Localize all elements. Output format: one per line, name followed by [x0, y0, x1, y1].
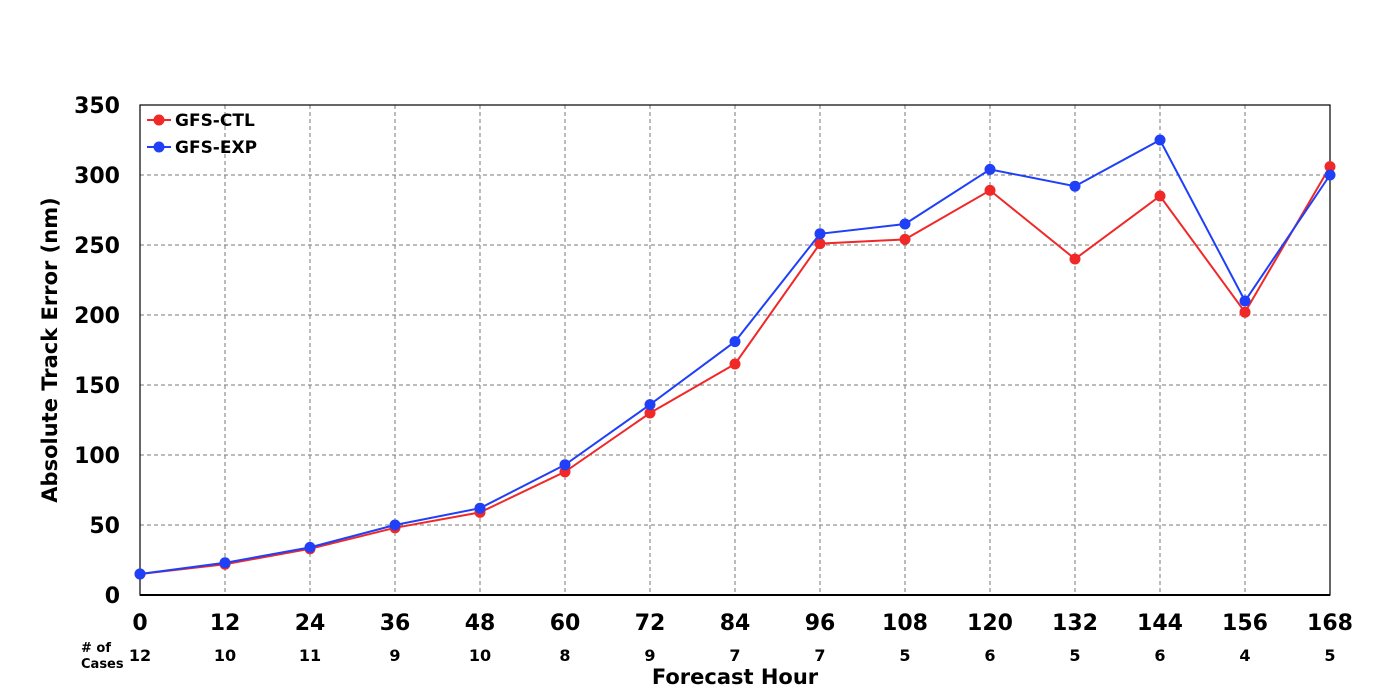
data-point-gfs-exp — [729, 336, 741, 348]
data-series — [134, 134, 1336, 580]
data-point-gfs-ctl — [729, 358, 741, 370]
cases-label-line2: Cases — [81, 657, 124, 672]
case-count-label: 6 — [1154, 646, 1165, 665]
data-point-gfs-exp — [1239, 295, 1251, 307]
legend: GFS-CTL GFS-EXP — [147, 111, 257, 158]
y-axis-label: Absolute Track Error (nm) — [38, 197, 62, 502]
legend-marker-gfs-ctl — [153, 114, 165, 126]
x-tick-label: 84 — [720, 611, 751, 636]
data-point-gfs-exp — [644, 399, 656, 411]
case-count-label: 7 — [729, 646, 740, 665]
data-point-gfs-ctl — [644, 407, 656, 419]
case-count-row: 12 10 11 9 10 8 9 7 7 5 6 5 6 4 5 — [129, 646, 1336, 665]
y-tick-label: 150 — [74, 374, 120, 399]
data-point-gfs-exp — [134, 568, 146, 580]
data-point-gfs-ctl — [1154, 190, 1166, 202]
x-tick-label: 108 — [882, 611, 928, 636]
data-point-gfs-exp — [1324, 169, 1336, 181]
x-tick-label: 96 — [805, 611, 836, 636]
y-tick-labels: 0 50 100 150 200 250 300 350 — [74, 94, 120, 609]
data-point-gfs-exp — [474, 502, 486, 514]
x-tick-label: 156 — [1222, 611, 1268, 636]
data-point-gfs-ctl — [1239, 306, 1251, 318]
legend-label-gfs-ctl: GFS-CTL — [175, 111, 255, 131]
x-tick-label: 48 — [465, 611, 496, 636]
case-count-label: 4 — [1239, 646, 1250, 665]
cases-label-line1: # of — [81, 641, 111, 656]
x-tick-label: 120 — [967, 611, 1013, 636]
case-count-label: 5 — [1324, 646, 1335, 665]
case-count-label: 7 — [814, 646, 825, 665]
data-point-gfs-exp — [304, 541, 316, 553]
case-count-label: 11 — [299, 646, 321, 665]
data-point-gfs-exp — [559, 459, 571, 471]
data-point-gfs-exp — [899, 218, 911, 230]
x-tick-label: 36 — [380, 611, 411, 636]
data-point-gfs-ctl — [814, 238, 826, 250]
y-tick-label: 200 — [74, 304, 120, 329]
case-count-label: 6 — [984, 646, 995, 665]
x-tick-labels: 0 12 24 36 48 60 72 84 96 108 120 132 144 156 168 — [132, 611, 1353, 636]
y-tick-label: 300 — [74, 164, 120, 189]
case-count-label: 12 — [129, 646, 151, 665]
x-tick-label: 24 — [295, 611, 326, 636]
case-count-label: 9 — [644, 646, 655, 665]
y-tick-label: 250 — [74, 234, 120, 259]
data-point-gfs-exp — [219, 557, 231, 569]
x-tick-label: 60 — [550, 611, 581, 636]
y-tick-label: 50 — [89, 514, 120, 539]
data-point-gfs-exp — [814, 228, 826, 240]
x-axis-label: Forecast Hour — [652, 665, 819, 689]
data-point-gfs-exp — [1154, 134, 1166, 146]
data-point-gfs-ctl — [984, 184, 996, 196]
x-tick-label: 12 — [210, 611, 241, 636]
case-count-label: 10 — [214, 646, 236, 665]
legend-marker-gfs-exp — [153, 141, 165, 153]
y-tick-label: 100 — [74, 444, 120, 469]
data-point-gfs-exp — [389, 519, 401, 531]
x-tick-label: 144 — [1137, 611, 1183, 636]
y-tick-label: 350 — [74, 94, 120, 119]
legend-label-gfs-exp: GFS-EXP — [175, 138, 257, 158]
x-tick-label: 132 — [1052, 611, 1098, 636]
case-count-label: 10 — [469, 646, 491, 665]
x-tick-label: 0 — [132, 611, 147, 636]
x-tick-label: 168 — [1307, 611, 1353, 636]
case-count-label: 5 — [1069, 646, 1080, 665]
data-point-gfs-ctl — [1324, 161, 1336, 173]
case-count-label: 5 — [899, 646, 910, 665]
data-point-gfs-ctl — [1069, 253, 1081, 265]
data-point-gfs-exp — [984, 163, 996, 175]
x-tick-label: 72 — [635, 611, 666, 636]
data-point-gfs-exp — [1069, 180, 1081, 192]
data-point-gfs-ctl — [899, 233, 911, 245]
y-tick-label: 0 — [105, 584, 120, 609]
case-count-label: 9 — [389, 646, 400, 665]
case-count-label: 8 — [559, 646, 570, 665]
